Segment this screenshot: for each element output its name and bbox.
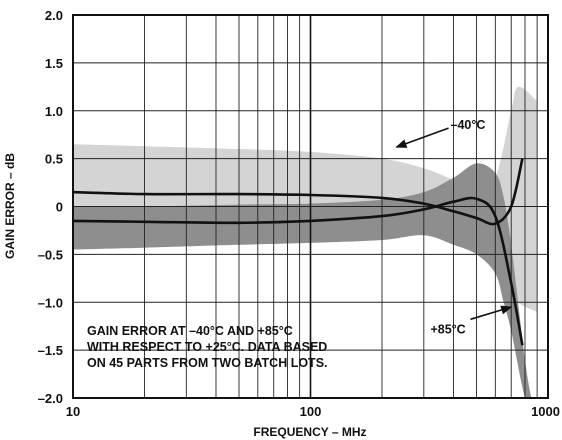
annotation-arrow: [470, 305, 513, 321]
y-tick-label: 0: [56, 200, 63, 215]
band-1: [73, 86, 538, 312]
y-tick-label: 1.5: [45, 56, 63, 71]
annotation-arrow: [395, 127, 449, 148]
annotation-label: –40°C: [451, 118, 486, 132]
note-line: WITH RESPECT TO +25°C. DATA BASED: [87, 340, 327, 354]
note-line: GAIN ERROR AT –40°C AND +85°C: [87, 324, 293, 338]
chart-note: GAIN ERROR AT –40°C AND +85°C WITH RESPEC…: [87, 324, 328, 370]
note-line: ON 45 PARTS FROM TWO BATCH LOTS.: [87, 356, 328, 370]
y-tick-label: –1.0: [38, 295, 63, 310]
annotations: –40°C +85°C: [395, 118, 513, 336]
grid-lines: [73, 14, 548, 399]
y-tick-label: –0.5: [38, 247, 63, 262]
y-tick-label: 2.0: [45, 8, 63, 23]
y-tick-labels: 2.0 1.5 1.0 0.5 0 –0.5 –1.0 –1.5 –2.0: [38, 8, 63, 406]
y-tick-label: –2.0: [38, 391, 63, 406]
y-axis-title: GAIN ERROR – dB: [3, 153, 17, 259]
x-tick-label: 10: [66, 404, 80, 419]
x-tick-label: 1000: [531, 404, 560, 419]
series-line-2: [73, 196, 524, 346]
annotation-label: +85°C: [430, 322, 465, 336]
x-tick-labels: 10 100 1000: [66, 404, 560, 419]
x-axis-title: FREQUENCY – MHz: [253, 425, 366, 439]
x-tick-label: 100: [300, 404, 322, 419]
series-lines: [73, 158, 524, 346]
y-tick-label: 1.0: [45, 104, 63, 119]
y-tick-label: –1.5: [38, 343, 63, 358]
plot-frame: [72, 14, 549, 399]
y-tick-label: 0.5: [45, 152, 63, 167]
